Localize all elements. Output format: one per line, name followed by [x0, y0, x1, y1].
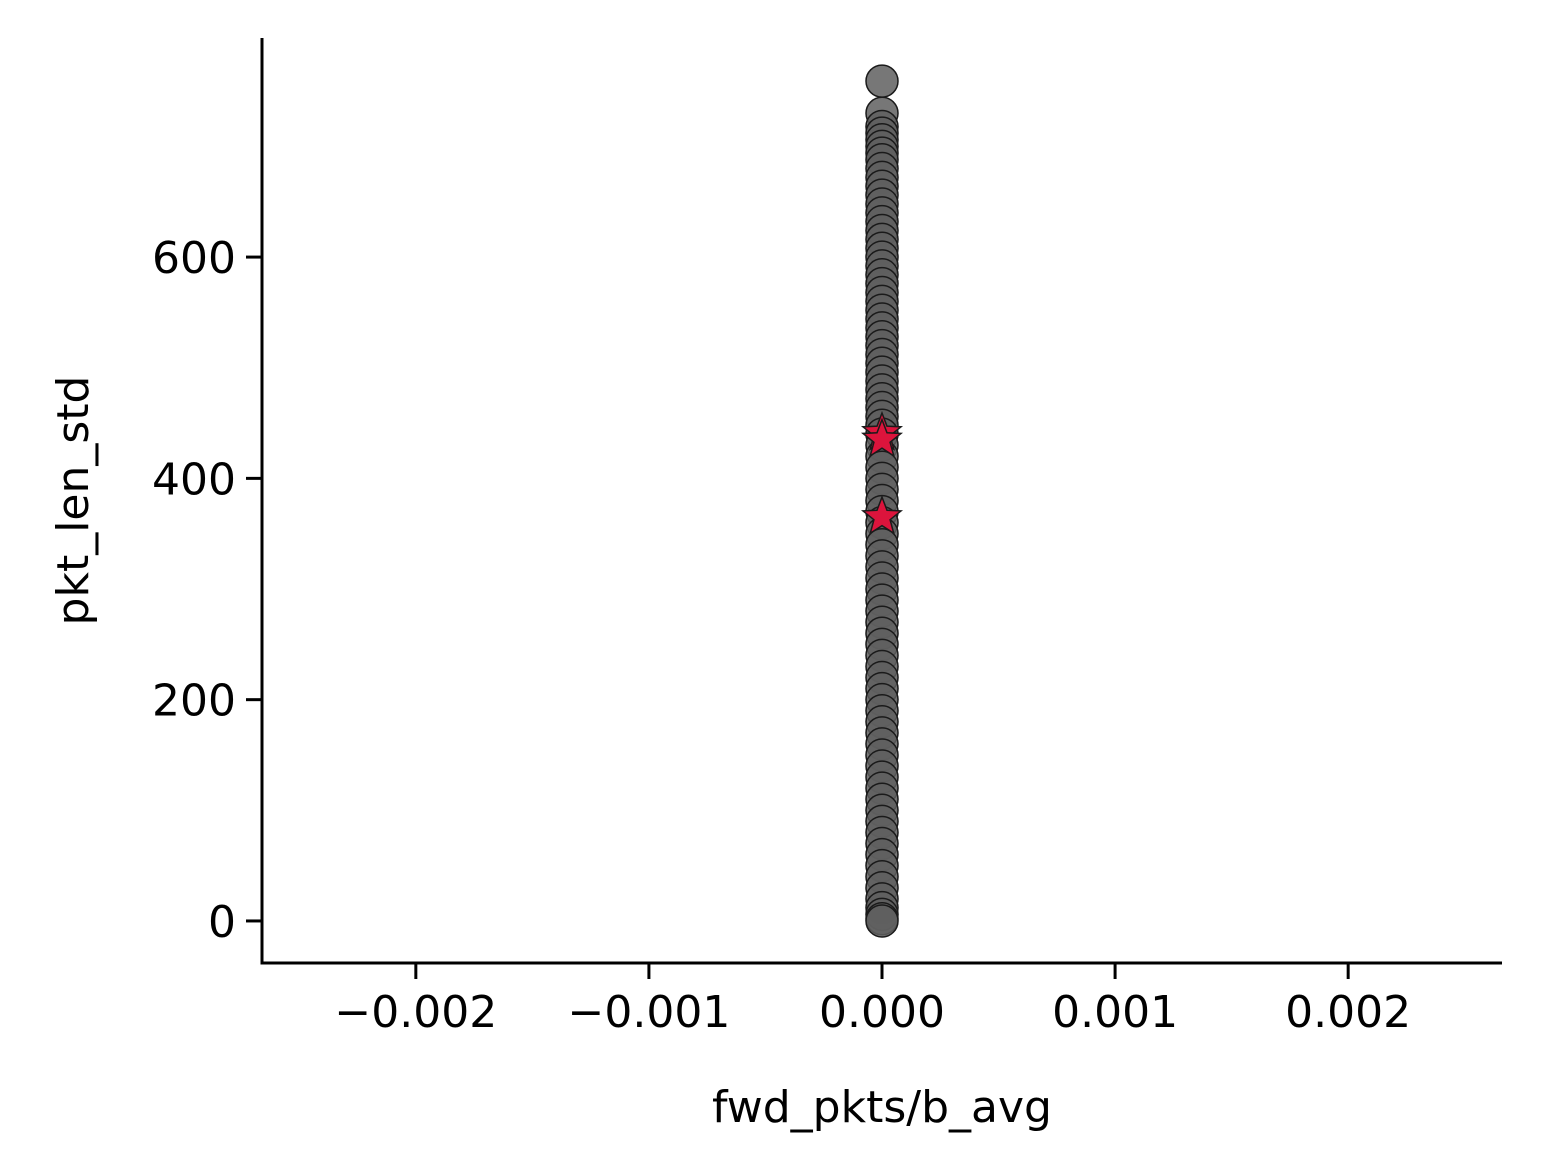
- x-tick-label: −0.002: [334, 987, 497, 1038]
- plot-marks: [860, 64, 904, 938]
- y-tick-label: 600: [152, 233, 236, 284]
- x-tick-label: 0.001: [1052, 987, 1178, 1038]
- x-ticks: −0.002 −0.001 0.000 0.001 0.002: [334, 963, 1411, 1038]
- x-tick-label: 0.002: [1285, 987, 1411, 1038]
- x-tick-label: 0.000: [819, 987, 945, 1038]
- star-point: [860, 417, 904, 458]
- y-ticks: 0 200 400 600: [152, 233, 262, 948]
- y-tick-label: 0: [208, 897, 236, 948]
- x-axis-label: fwd_pkts/b_avg: [712, 1082, 1052, 1133]
- y-axis-label: pkt_len_std: [48, 376, 99, 626]
- y-tick-label: 400: [152, 454, 236, 505]
- y-tick-label: 200: [152, 676, 236, 727]
- scatter-point: [865, 904, 899, 938]
- x-tick-label: −0.001: [567, 987, 730, 1038]
- star-point: [860, 494, 904, 535]
- scatter-point: [865, 64, 899, 98]
